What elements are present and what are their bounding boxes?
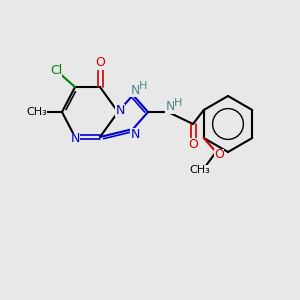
Text: O: O <box>95 56 105 70</box>
Text: CH₃: CH₃ <box>190 165 210 175</box>
Text: N: N <box>70 133 80 146</box>
Text: H: H <box>139 81 147 91</box>
Text: N: N <box>130 83 140 97</box>
Text: N: N <box>115 103 125 116</box>
Text: CH₃: CH₃ <box>27 107 47 117</box>
Text: H: H <box>174 98 182 108</box>
Text: O: O <box>214 148 224 161</box>
Text: N: N <box>130 128 140 140</box>
Text: O: O <box>188 137 198 151</box>
Text: Cl: Cl <box>50 64 62 76</box>
Text: N: N <box>165 100 175 113</box>
